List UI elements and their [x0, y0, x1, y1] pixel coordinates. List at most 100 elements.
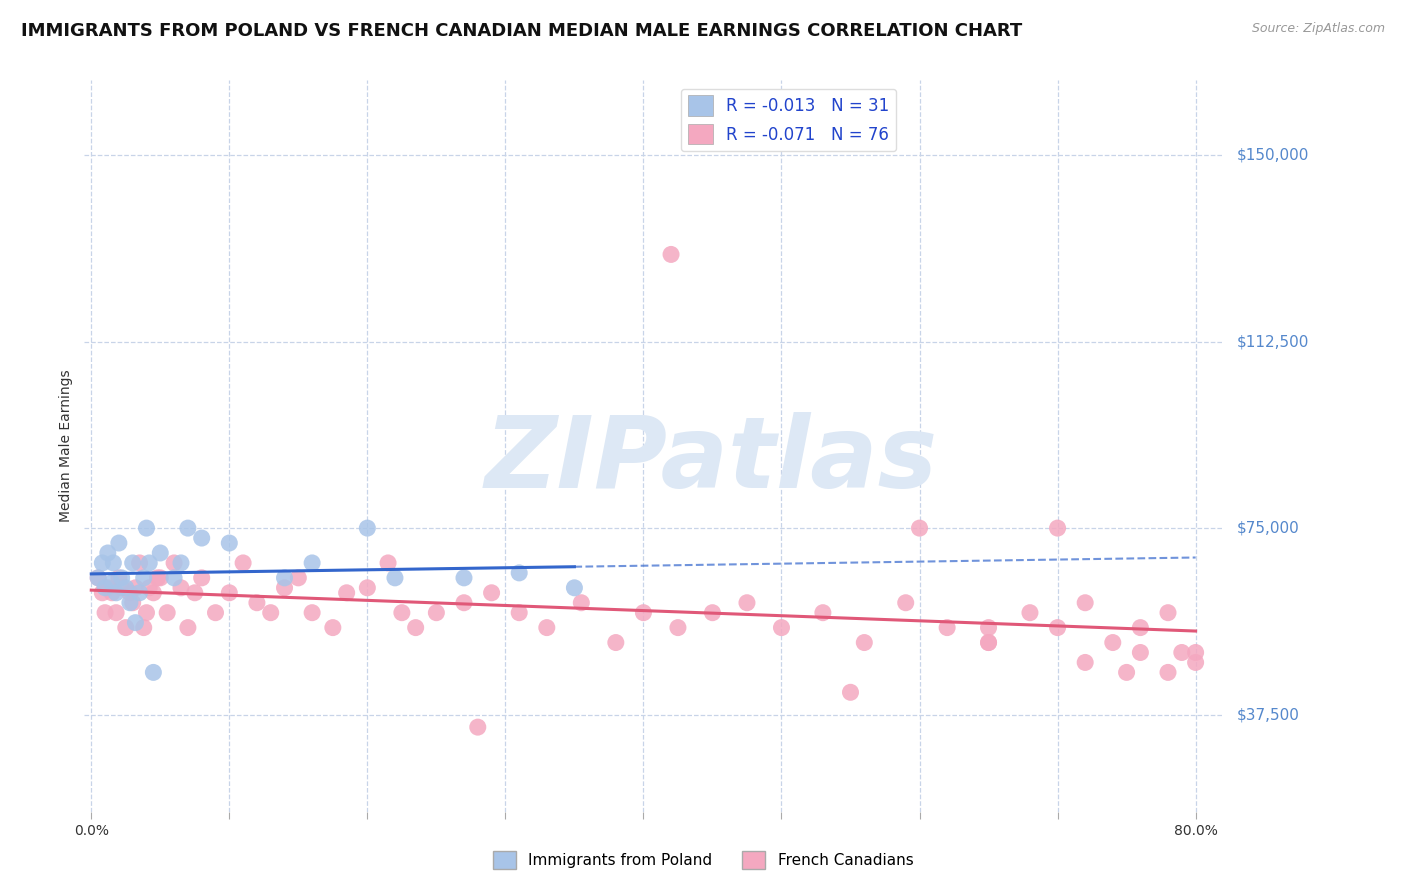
Point	[1157, 606, 1180, 620]
Point	[260, 606, 283, 620]
Point	[336, 586, 359, 600]
Point	[1019, 606, 1042, 620]
Point	[177, 521, 200, 535]
Point	[184, 586, 207, 600]
Point	[128, 556, 150, 570]
Point	[87, 571, 110, 585]
Point	[425, 606, 447, 620]
Point	[97, 581, 120, 595]
Text: ZIPatlas: ZIPatlas	[484, 412, 938, 509]
Point	[659, 247, 682, 261]
Point	[453, 596, 475, 610]
Point	[91, 586, 114, 600]
Point	[218, 536, 240, 550]
Text: $150,000: $150,000	[1237, 147, 1309, 162]
Point	[232, 556, 254, 570]
Point	[103, 556, 125, 570]
Point	[908, 521, 931, 535]
Point	[128, 586, 150, 600]
Point	[384, 571, 406, 585]
Point	[467, 720, 489, 734]
Point	[1115, 665, 1137, 680]
Point	[811, 606, 834, 620]
Point	[146, 571, 169, 585]
Point	[287, 571, 309, 585]
Point	[94, 606, 117, 620]
Point	[633, 606, 655, 620]
Point	[977, 621, 1000, 635]
Point	[853, 635, 876, 649]
Point	[163, 571, 186, 585]
Point	[1074, 656, 1097, 670]
Legend: R = -0.013   N = 31, R = -0.071   N = 76: R = -0.013 N = 31, R = -0.071 N = 76	[681, 88, 896, 151]
Point	[87, 571, 110, 585]
Point	[322, 621, 344, 635]
Point	[301, 556, 323, 570]
Point	[124, 581, 146, 595]
Point	[156, 606, 179, 620]
Point	[735, 596, 758, 610]
Point	[94, 581, 117, 595]
Y-axis label: Median Male Earnings: Median Male Earnings	[59, 369, 73, 523]
Point	[111, 571, 134, 585]
Point	[142, 665, 165, 680]
Point	[170, 556, 193, 570]
Point	[770, 621, 793, 635]
Point	[218, 586, 240, 600]
Point	[977, 635, 1000, 649]
Point	[1129, 621, 1152, 635]
Point	[190, 531, 212, 545]
Point	[273, 581, 295, 595]
Point	[1101, 635, 1123, 649]
Point	[246, 596, 269, 610]
Point	[163, 556, 186, 570]
Point	[356, 581, 378, 595]
Point	[111, 581, 134, 595]
Point	[605, 635, 627, 649]
Point	[273, 571, 295, 585]
Text: $75,000: $75,000	[1237, 521, 1301, 535]
Point	[97, 546, 120, 560]
Point	[508, 606, 530, 620]
Point	[453, 571, 475, 585]
Point	[105, 606, 128, 620]
Point	[481, 586, 503, 600]
Point	[149, 546, 172, 560]
Point	[1171, 645, 1194, 659]
Point	[190, 571, 212, 585]
Point	[377, 556, 399, 570]
Legend: Immigrants from Poland, French Canadians: Immigrants from Poland, French Canadians	[486, 845, 920, 875]
Point	[569, 596, 592, 610]
Point	[1046, 621, 1069, 635]
Point	[508, 566, 530, 580]
Point	[839, 685, 862, 699]
Point	[101, 575, 124, 590]
Point	[1046, 521, 1069, 535]
Point	[666, 621, 689, 635]
Point	[135, 606, 157, 620]
Point	[114, 581, 136, 595]
Text: $37,500: $37,500	[1237, 707, 1301, 723]
Point	[105, 586, 128, 600]
Point	[177, 621, 200, 635]
Point	[124, 615, 146, 630]
Point	[301, 606, 323, 620]
Point	[138, 581, 160, 595]
Point	[132, 571, 155, 585]
Point	[118, 586, 141, 600]
Point	[121, 596, 143, 610]
Point	[564, 581, 586, 595]
Point	[536, 621, 558, 635]
Point	[1157, 665, 1180, 680]
Text: IMMIGRANTS FROM POLAND VS FRENCH CANADIAN MEDIAN MALE EARNINGS CORRELATION CHART: IMMIGRANTS FROM POLAND VS FRENCH CANADIA…	[21, 22, 1022, 40]
Text: Source: ZipAtlas.com: Source: ZipAtlas.com	[1251, 22, 1385, 36]
Point	[91, 556, 114, 570]
Point	[391, 606, 413, 620]
Point	[135, 521, 157, 535]
Point	[977, 635, 1000, 649]
Point	[108, 536, 131, 550]
Point	[1129, 645, 1152, 659]
Point	[1074, 596, 1097, 610]
Point	[1184, 656, 1206, 670]
Point	[142, 586, 165, 600]
